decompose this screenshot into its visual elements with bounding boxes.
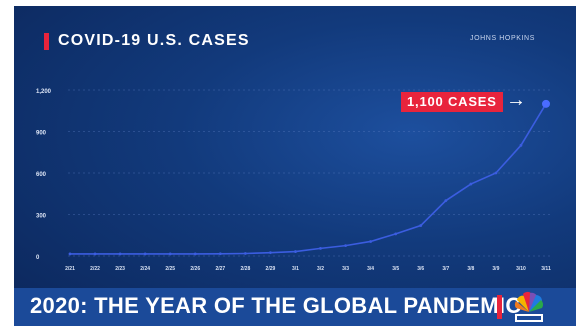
frame-edge (576, 0, 588, 331)
data-point (369, 240, 373, 243)
frame-edge (0, 0, 588, 6)
frame-edge (0, 326, 588, 331)
data-point (168, 252, 172, 256)
data-point (243, 252, 247, 255)
y-tick-label: 600 (36, 172, 47, 178)
x-tick-label: 2/26 (190, 266, 200, 272)
data-point (118, 252, 122, 256)
frame-edge (0, 0, 14, 331)
data-point (519, 143, 523, 147)
data-point (444, 199, 448, 203)
data-point (469, 182, 473, 186)
x-tick-label: 2/27 (215, 266, 225, 272)
x-tick-label: 2/21 (65, 266, 75, 272)
nbc-peacock-logo-icon (514, 291, 544, 322)
x-tick-label: 3/5 (392, 266, 399, 272)
series-line (70, 103, 547, 255)
data-point (294, 250, 297, 253)
data-point (68, 252, 72, 256)
source-label: JOHNS HOPKINS (470, 35, 535, 42)
y-tick-label: 300 (36, 214, 47, 220)
x-tick-label: 3/3 (342, 266, 349, 272)
data-point (494, 171, 498, 175)
data-point (319, 246, 322, 250)
x-tick-label: 3/2 (317, 266, 324, 272)
arrow-right-icon: → (506, 89, 526, 111)
x-tick-label: 2/23 (115, 266, 125, 272)
cases-callout-label: 1,100 CASES (401, 92, 503, 112)
x-tick-label: 2/28 (241, 266, 251, 272)
x-tick-label: 2/25 (165, 266, 175, 272)
title-accent-bar (44, 33, 49, 50)
x-tick-label: 3/10 (516, 266, 526, 272)
x-tick-label: 3/8 (467, 266, 474, 272)
data-point (269, 251, 272, 255)
x-tick-label: 3/9 (492, 266, 499, 272)
lower-third-banner (14, 288, 576, 326)
data-point (344, 244, 347, 248)
x-tick-label: 3/4 (367, 266, 374, 272)
data-point (394, 232, 398, 236)
x-tick-label: 2/24 (140, 266, 150, 272)
x-tick-label: 3/6 (417, 266, 424, 272)
chart-title: COVID-19 U.S. CASES (58, 32, 250, 49)
x-tick-label: 3/7 (442, 266, 449, 272)
data-point (193, 252, 197, 256)
data-point (218, 252, 222, 256)
y-tick-label: 0 (36, 255, 40, 261)
x-tick-label: 3/11 (541, 266, 551, 272)
x-tick-label: 2/29 (266, 266, 276, 272)
data-point (93, 252, 97, 256)
y-tick-label: 1,200 (36, 89, 52, 95)
banner-headline: 2020: THE YEAR OF THE GLOBAL PANDEMIC (30, 293, 522, 318)
x-tick-label: 2/22 (90, 266, 100, 272)
y-tick-label: 900 (36, 131, 47, 137)
x-tick-label: 3/1 (292, 266, 299, 272)
data-point (542, 99, 550, 108)
data-point (419, 224, 423, 227)
data-point (143, 252, 147, 256)
banner-accent-bar (497, 295, 502, 319)
